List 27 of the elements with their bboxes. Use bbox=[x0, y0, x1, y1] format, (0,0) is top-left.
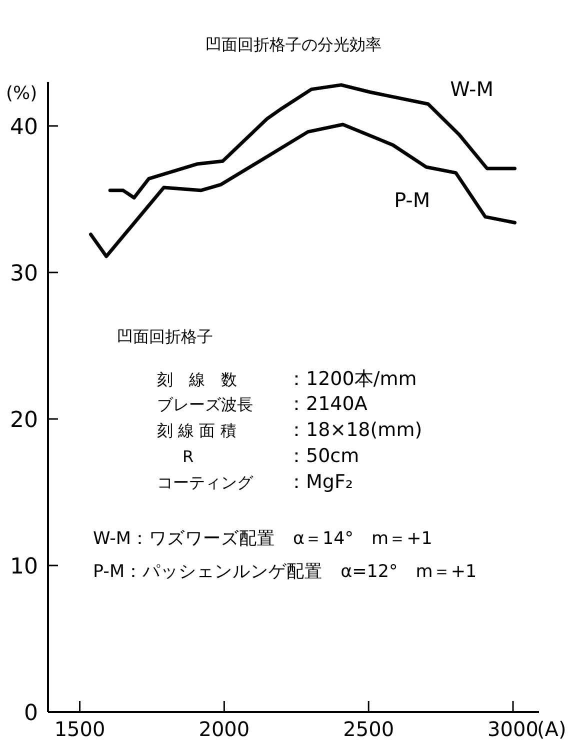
annotation: ：50cm bbox=[287, 445, 360, 467]
annotation: ：18×18(mm) bbox=[287, 419, 422, 441]
x-tick-label: 3000 bbox=[488, 717, 538, 740]
y-tick-label: 20 bbox=[10, 408, 38, 433]
annotation: ：2140A bbox=[287, 393, 368, 415]
y-tick-label: 40 bbox=[10, 114, 38, 140]
y-axis-title: (%) bbox=[6, 83, 38, 104]
x-tick-label: 2000 bbox=[198, 717, 250, 740]
annotation: 刻 線 面 積 bbox=[157, 421, 236, 440]
x-tick-label: 1500 bbox=[54, 717, 106, 740]
annotation: W-M：ワズワーズ配置 α＝14° m＝+1 bbox=[93, 529, 432, 549]
annotation: R bbox=[182, 447, 194, 466]
annotation: ：MgF₂ bbox=[287, 471, 353, 493]
annotation: 刻 線 数 bbox=[157, 370, 237, 389]
x-axis-title: (A) bbox=[537, 717, 566, 740]
y-tick-label: 0 bbox=[24, 701, 38, 726]
series-label: P-M bbox=[394, 188, 430, 212]
y-tick-label: 30 bbox=[10, 261, 38, 286]
annotation: 凹面回折格子 bbox=[117, 327, 213, 346]
y-tick-label: 10 bbox=[10, 554, 38, 580]
x-tick-label: 2500 bbox=[343, 717, 394, 740]
chart-title: 凹面回折格子の分光効率 bbox=[206, 35, 382, 54]
series-label: W-M bbox=[450, 76, 494, 101]
annotation: ：1200本/mm bbox=[287, 368, 417, 390]
annotation: ブレーズ波長 bbox=[157, 395, 253, 414]
annotation: コーティング bbox=[157, 473, 254, 492]
annotation: P-M：パッシェンルンゲ配置 α=12° m＝+1 bbox=[93, 562, 477, 582]
